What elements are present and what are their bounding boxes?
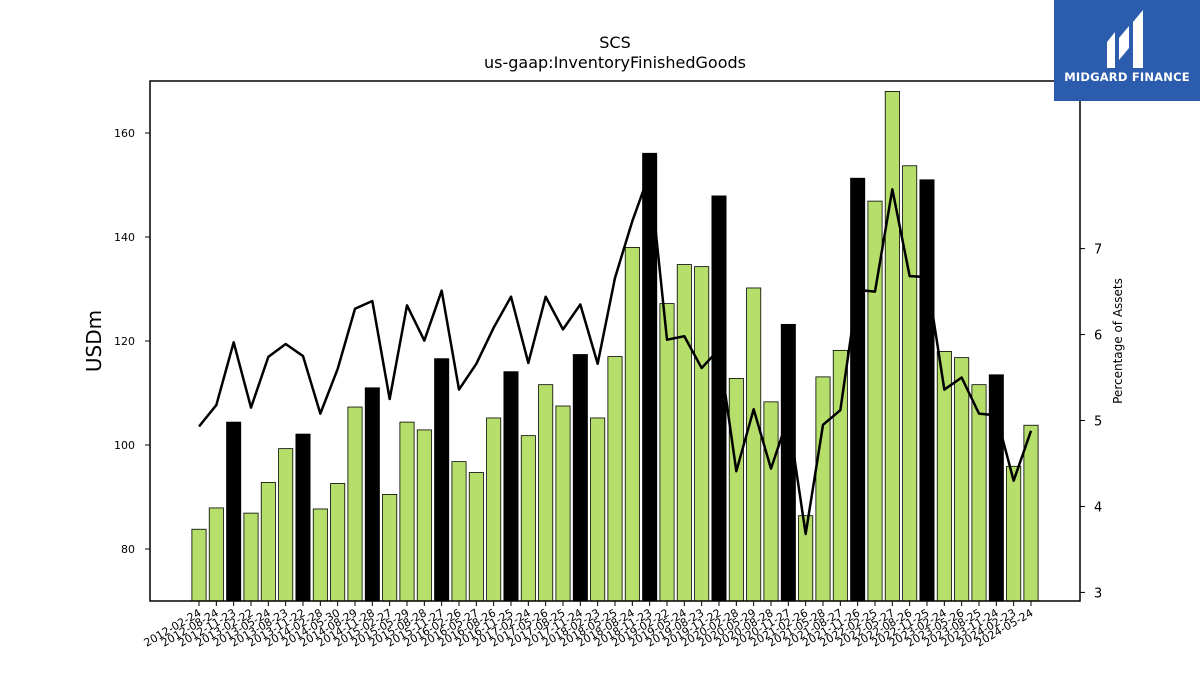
bar-2023-05-26 bbox=[954, 357, 970, 602]
bar-2014-02-28 bbox=[312, 508, 328, 602]
bar-2018-08-24 bbox=[624, 246, 640, 602]
bar-2020-02-28 bbox=[728, 378, 744, 602]
bar-2016-02-26 bbox=[451, 461, 467, 602]
bar-2019-05-24 bbox=[676, 264, 692, 602]
bar-2012-08-24 bbox=[208, 507, 224, 602]
bar-2020-05-29 bbox=[746, 287, 762, 602]
chart-subtitle: us-gaap:InventoryFinishedGoods bbox=[484, 53, 746, 72]
bar-2017-08-25 bbox=[555, 405, 571, 602]
y-tick-label: 100 bbox=[114, 439, 135, 452]
bar-2023-11-24 bbox=[988, 374, 1004, 602]
y-axis-label: USDm bbox=[82, 310, 106, 372]
y2-axis-label: Percentage of Assets bbox=[1111, 278, 1125, 404]
bar-2014-08-29 bbox=[347, 406, 363, 602]
bar-2014-05-30 bbox=[330, 483, 346, 602]
bar-2021-05-28 bbox=[815, 376, 831, 602]
bar-2015-05-29 bbox=[399, 421, 415, 602]
bar-2016-11-25 bbox=[503, 371, 519, 602]
bar-2023-08-25 bbox=[971, 384, 987, 602]
bar-2021-08-27 bbox=[832, 349, 848, 602]
y-tick-label: 80 bbox=[121, 543, 135, 556]
logo-text: MIDGARD FINANCE bbox=[1064, 70, 1190, 84]
bar-2012-02-24 bbox=[191, 528, 207, 602]
y2-tick-label: 6 bbox=[1094, 329, 1102, 344]
bar-2022-05-27 bbox=[884, 91, 900, 602]
bar-2020-11-27 bbox=[780, 323, 796, 602]
bar-2024-02-23 bbox=[1006, 465, 1022, 602]
y-tick-label: 140 bbox=[114, 231, 135, 244]
bar-2019-11-22 bbox=[711, 195, 727, 602]
bar-2013-11-22 bbox=[295, 433, 311, 602]
bar-2017-02-24 bbox=[520, 435, 536, 602]
bar-2020-08-28 bbox=[763, 401, 779, 602]
bar-2021-11-26 bbox=[850, 177, 866, 602]
y-axis-ticks: 80 100 120 140 160 bbox=[114, 127, 150, 556]
y2-tick-label: 3 bbox=[1094, 586, 1102, 601]
percentage-line bbox=[198, 171, 1033, 536]
bar-2024-05-24 bbox=[1023, 424, 1039, 602]
bar-2015-08-28 bbox=[416, 429, 432, 602]
line-group bbox=[198, 171, 1033, 536]
y2-tick-label: 7 bbox=[1094, 243, 1102, 258]
bar-2014-11-28 bbox=[364, 387, 380, 602]
midgard-finance-logo: MIDGARD FINANCE bbox=[1054, 0, 1200, 101]
bars-group bbox=[191, 91, 1039, 602]
logo-mark-icon bbox=[1107, 10, 1143, 68]
bar-2018-02-23 bbox=[590, 417, 606, 602]
y2-axis-ticks: 3 4 5 6 7 bbox=[1080, 243, 1102, 601]
x-axis-ticks: 2012-02-242012-08-242012-11-232013-02-22… bbox=[142, 601, 1036, 650]
bar-2019-02-22 bbox=[659, 303, 675, 602]
bar-2013-08-23 bbox=[278, 448, 294, 602]
bar-2015-11-27 bbox=[434, 358, 450, 602]
y2-tick-label: 4 bbox=[1094, 500, 1102, 515]
bar-2017-05-26 bbox=[538, 384, 554, 602]
chart-title: SCS bbox=[599, 33, 630, 52]
bar-2022-08-26 bbox=[902, 165, 918, 602]
bar-2012-11-23 bbox=[226, 421, 242, 602]
y-tick-label: 160 bbox=[114, 127, 135, 140]
bar-2016-05-27 bbox=[468, 472, 484, 602]
bar-2013-05-24 bbox=[260, 482, 276, 602]
y-tick-label: 120 bbox=[114, 335, 135, 348]
bar-2013-02-22 bbox=[243, 512, 259, 602]
bar-2019-08-23 bbox=[694, 266, 710, 602]
bar-2018-05-25 bbox=[607, 356, 623, 602]
bar-2015-02-27 bbox=[382, 493, 398, 602]
y2-tick-label: 5 bbox=[1094, 415, 1102, 430]
bar-2016-08-26 bbox=[486, 417, 502, 602]
bar-2017-11-24 bbox=[572, 354, 588, 602]
bar-2022-11-25 bbox=[919, 179, 935, 602]
